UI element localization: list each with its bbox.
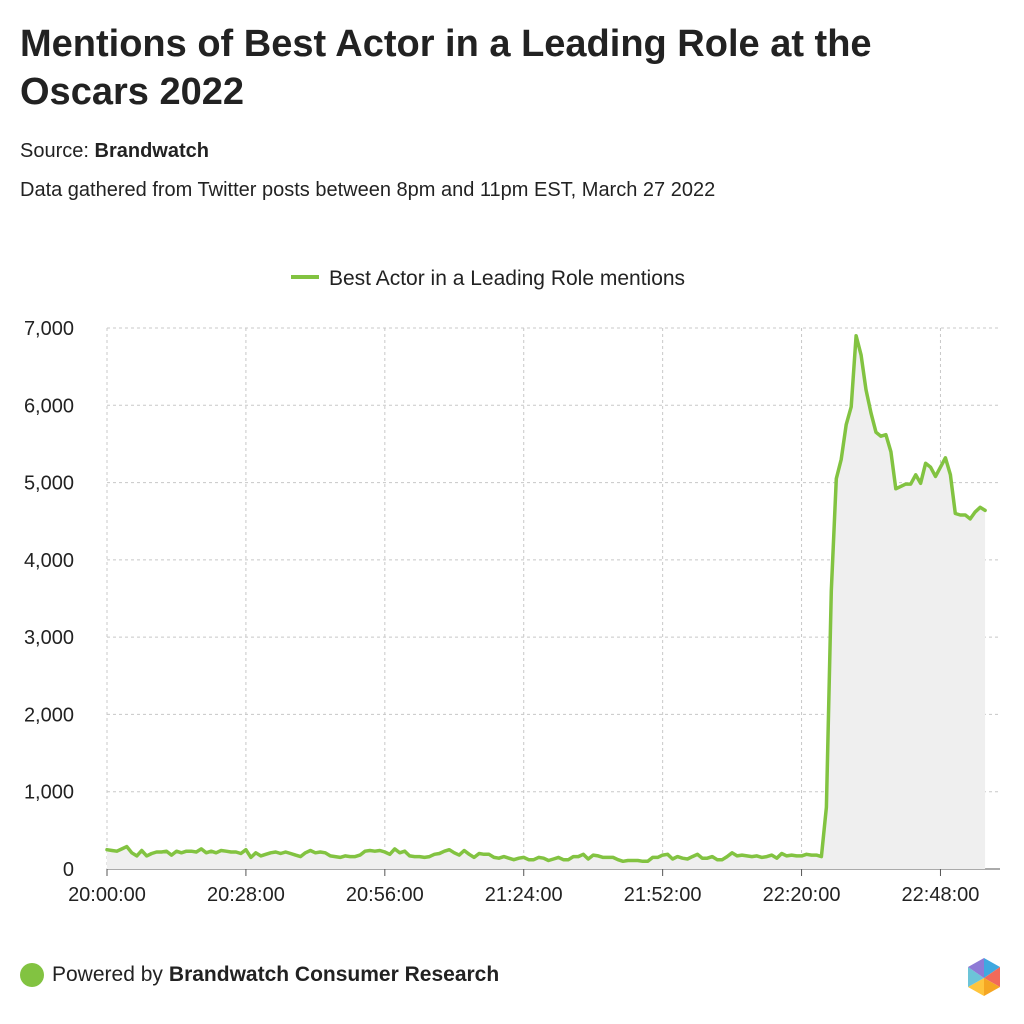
y-tick-label: 3,000 (24, 627, 74, 649)
y-tick-label: 4,000 (24, 550, 74, 572)
x-tick-label: 20:28:00 (207, 884, 285, 906)
x-tick-label: 21:24:00 (485, 884, 563, 906)
data-note: Data gathered from Twitter posts between… (20, 179, 716, 201)
x-tick-label: 22:48:00 (902, 884, 980, 906)
series-area (107, 335, 986, 869)
y-tick-label: 6,000 (24, 395, 74, 417)
y-tick-label: 1,000 (24, 782, 74, 804)
series-line (105, 333, 987, 864)
legend-label: Best Actor in a Leading Role mentions (329, 267, 685, 290)
powered-name: Brandwatch Consumer Research (168, 963, 500, 986)
y-tick-label: 7,000 (24, 318, 74, 340)
x-tick-label: 20:56:00 (346, 884, 424, 906)
brandwatch-hexagon-logo-icon (968, 958, 1000, 996)
x-tick-label: 20:00:00 (68, 884, 146, 906)
y-tick-label: 2,000 (24, 704, 74, 726)
x-tick-label: 22:20:00 (763, 884, 841, 906)
source-name: Brandwatch (94, 140, 209, 162)
source-prefix: Source: (20, 140, 89, 162)
source-line: Source: Brandwatch (20, 140, 209, 163)
x-tick-label: 21:52:00 (624, 884, 702, 906)
powered-prefix: Powered by (52, 963, 163, 986)
footer: Powered by Brandwatch Consumer Research (20, 963, 499, 987)
chart-title: Mentions of Best Actor in a Leading Role… (20, 23, 872, 113)
chart-area: 0 1,000 2,000 3,000 4,000 5,000 6,000 7,000 20:0… (24, 267, 1000, 906)
green-circle-icon (20, 963, 44, 987)
y-tick-label: 5,000 (24, 473, 74, 495)
y-tick-label: 0 (63, 859, 74, 881)
